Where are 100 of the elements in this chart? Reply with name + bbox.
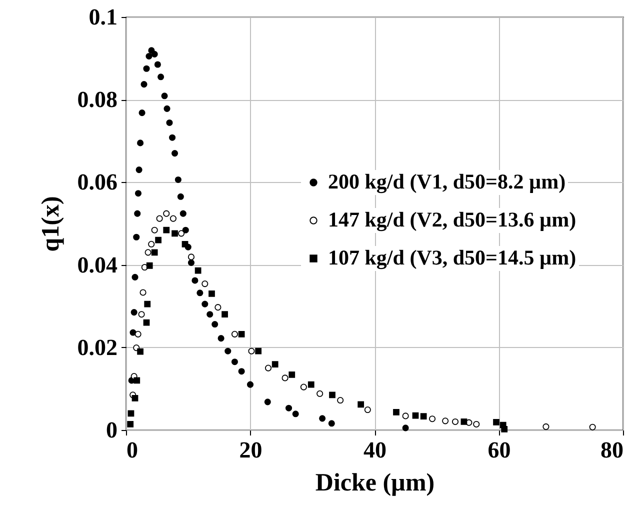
point <box>182 240 188 248</box>
point <box>177 193 184 200</box>
point <box>231 358 238 366</box>
point <box>238 330 245 338</box>
y-axis-title: q1(x) <box>37 196 64 252</box>
point <box>182 226 189 234</box>
point <box>248 348 255 354</box>
y-tick-label: 0.04 <box>77 252 118 278</box>
y-tick-label: 0.06 <box>77 170 118 195</box>
point <box>136 166 142 174</box>
point <box>412 412 419 419</box>
point <box>589 424 596 430</box>
point <box>151 226 158 234</box>
point <box>329 392 336 398</box>
point <box>264 364 272 372</box>
point <box>132 274 138 280</box>
point <box>328 420 335 427</box>
point <box>163 210 170 217</box>
x-tick-label: 60 <box>488 438 511 462</box>
point <box>420 413 427 420</box>
point <box>542 423 550 430</box>
point <box>402 424 409 432</box>
point <box>143 319 150 326</box>
y-tick-label: 0.02 <box>77 334 118 360</box>
point <box>151 249 158 256</box>
point <box>255 348 262 354</box>
point <box>133 234 140 240</box>
point <box>282 374 288 382</box>
point <box>138 311 145 318</box>
point <box>137 348 144 355</box>
point <box>172 230 178 237</box>
point <box>212 321 218 328</box>
point <box>178 230 185 237</box>
point <box>156 215 163 222</box>
point <box>128 410 134 417</box>
point <box>188 259 195 266</box>
point <box>206 311 214 318</box>
y-tick-label: 0 <box>106 418 118 442</box>
point <box>138 110 146 116</box>
point <box>222 311 228 318</box>
point <box>285 404 292 412</box>
x-tick-label: 80 <box>600 438 624 462</box>
point <box>224 348 232 354</box>
y-tick-label: 0.1 <box>88 4 118 30</box>
point <box>358 401 364 408</box>
point <box>337 396 344 404</box>
point <box>158 74 164 80</box>
x-tick-label: 0 <box>126 438 138 462</box>
point <box>130 309 138 316</box>
point <box>208 290 215 297</box>
point <box>292 410 299 418</box>
point <box>151 50 158 58</box>
point <box>144 300 151 308</box>
point <box>272 361 278 368</box>
point <box>218 335 224 342</box>
point <box>164 105 170 112</box>
point <box>308 381 314 388</box>
point <box>473 420 480 428</box>
point <box>196 290 204 296</box>
point <box>166 119 173 126</box>
point <box>132 395 138 402</box>
point <box>140 81 148 88</box>
point <box>319 415 326 422</box>
point <box>143 65 150 72</box>
point <box>393 409 400 416</box>
point <box>429 416 436 422</box>
point <box>300 384 307 390</box>
y-tick-label: 0.08 <box>77 87 118 112</box>
point <box>169 134 176 141</box>
point <box>501 426 508 432</box>
point <box>316 390 324 397</box>
point <box>134 330 142 338</box>
point <box>238 368 245 375</box>
point <box>171 150 178 157</box>
point <box>134 210 141 217</box>
point <box>174 176 182 183</box>
point <box>146 262 153 269</box>
x-tick-label: 20 <box>239 438 262 462</box>
x-tick-label: 40 <box>364 438 386 462</box>
point <box>214 304 222 311</box>
point <box>134 377 140 384</box>
legend-label: 147 kg/d (V2, d50=13.6 µm) <box>328 208 576 232</box>
point <box>202 280 208 288</box>
point <box>264 398 271 406</box>
x-axis-title: Dicke (µm) <box>315 470 435 496</box>
point <box>493 418 500 426</box>
point <box>288 371 296 378</box>
point <box>192 277 198 284</box>
point <box>442 418 449 424</box>
point <box>148 240 155 248</box>
point <box>134 190 142 197</box>
point <box>402 412 409 420</box>
point <box>364 406 371 414</box>
point <box>155 236 162 244</box>
point <box>161 92 168 100</box>
point <box>452 418 459 426</box>
point <box>246 381 254 388</box>
point <box>146 52 152 60</box>
point <box>231 330 238 338</box>
point <box>144 249 152 256</box>
